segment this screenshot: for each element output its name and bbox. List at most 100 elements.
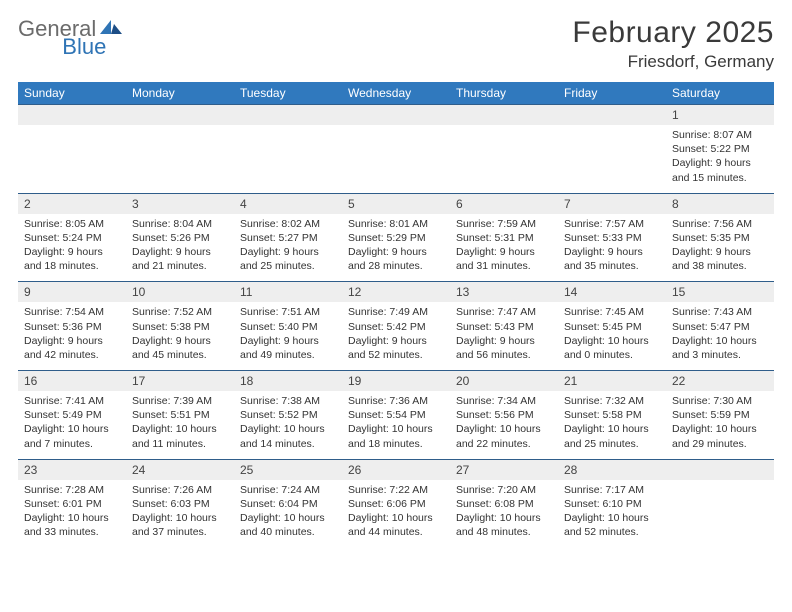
day-number: 1	[666, 105, 774, 125]
daylight-text: Daylight: 10 hours and 52 minutes.	[564, 511, 660, 539]
day-details: Sunrise: 7:57 AMSunset: 5:33 PMDaylight:…	[558, 214, 666, 282]
day-number	[666, 460, 774, 480]
day-number: 19	[342, 371, 450, 391]
day-number: 17	[126, 371, 234, 391]
day-details: Sunrise: 7:43 AMSunset: 5:47 PMDaylight:…	[666, 302, 774, 370]
daylight-text: Daylight: 9 hours and 15 minutes.	[672, 156, 768, 184]
month-title: February 2025	[572, 16, 774, 50]
daylight-text: Daylight: 9 hours and 28 minutes.	[348, 245, 444, 273]
calendar-day-cell: 9Sunrise: 7:54 AMSunset: 5:36 PMDaylight…	[18, 282, 126, 371]
calendar-day-cell: 17Sunrise: 7:39 AMSunset: 5:51 PMDayligh…	[126, 371, 234, 460]
day-details	[234, 125, 342, 187]
daylight-text: Daylight: 10 hours and 14 minutes.	[240, 422, 336, 450]
calendar-day-cell: 27Sunrise: 7:20 AMSunset: 6:08 PMDayligh…	[450, 459, 558, 547]
calendar-day-cell: 8Sunrise: 7:56 AMSunset: 5:35 PMDaylight…	[666, 193, 774, 282]
weekday-header: Wednesday	[342, 82, 450, 105]
calendar-day-cell: 22Sunrise: 7:30 AMSunset: 5:59 PMDayligh…	[666, 371, 774, 460]
day-details	[558, 125, 666, 187]
day-number: 24	[126, 460, 234, 480]
sunrise-text: Sunrise: 7:51 AM	[240, 305, 336, 319]
daylight-text: Daylight: 10 hours and 33 minutes.	[24, 511, 120, 539]
calendar-day-cell: 6Sunrise: 7:59 AMSunset: 5:31 PMDaylight…	[450, 193, 558, 282]
daylight-text: Daylight: 10 hours and 18 minutes.	[348, 422, 444, 450]
day-number	[126, 105, 234, 125]
sunset-text: Sunset: 5:26 PM	[132, 231, 228, 245]
day-details: Sunrise: 7:22 AMSunset: 6:06 PMDaylight:…	[342, 480, 450, 548]
daylight-text: Daylight: 10 hours and 7 minutes.	[24, 422, 120, 450]
day-number: 12	[342, 282, 450, 302]
sunrise-text: Sunrise: 7:59 AM	[456, 217, 552, 231]
daylight-text: Daylight: 9 hours and 35 minutes.	[564, 245, 660, 273]
day-details	[450, 125, 558, 187]
daylight-text: Daylight: 10 hours and 22 minutes.	[456, 422, 552, 450]
daylight-text: Daylight: 10 hours and 25 minutes.	[564, 422, 660, 450]
calendar-day-cell: 2Sunrise: 8:05 AMSunset: 5:24 PMDaylight…	[18, 193, 126, 282]
calendar-day-cell	[234, 105, 342, 194]
sunrise-text: Sunrise: 7:57 AM	[564, 217, 660, 231]
sunrise-text: Sunrise: 7:47 AM	[456, 305, 552, 319]
day-details: Sunrise: 7:59 AMSunset: 5:31 PMDaylight:…	[450, 214, 558, 282]
calendar-day-cell	[450, 105, 558, 194]
day-number: 25	[234, 460, 342, 480]
sunset-text: Sunset: 6:01 PM	[24, 497, 120, 511]
weekday-header: Sunday	[18, 82, 126, 105]
sunset-text: Sunset: 5:42 PM	[348, 320, 444, 334]
day-number: 27	[450, 460, 558, 480]
calendar-table: Sunday Monday Tuesday Wednesday Thursday…	[18, 82, 774, 547]
calendar-day-cell: 1Sunrise: 8:07 AMSunset: 5:22 PMDaylight…	[666, 105, 774, 194]
calendar-day-cell: 26Sunrise: 7:22 AMSunset: 6:06 PMDayligh…	[342, 459, 450, 547]
day-number: 16	[18, 371, 126, 391]
sunset-text: Sunset: 5:58 PM	[564, 408, 660, 422]
weekday-header: Monday	[126, 82, 234, 105]
day-details: Sunrise: 8:07 AMSunset: 5:22 PMDaylight:…	[666, 125, 774, 193]
daylight-text: Daylight: 9 hours and 38 minutes.	[672, 245, 768, 273]
daylight-text: Daylight: 9 hours and 21 minutes.	[132, 245, 228, 273]
sunset-text: Sunset: 5:29 PM	[348, 231, 444, 245]
day-number	[342, 105, 450, 125]
calendar-week-row: 23Sunrise: 7:28 AMSunset: 6:01 PMDayligh…	[18, 459, 774, 547]
weekday-header: Friday	[558, 82, 666, 105]
calendar-day-cell	[126, 105, 234, 194]
sunset-text: Sunset: 5:59 PM	[672, 408, 768, 422]
calendar-day-cell: 4Sunrise: 8:02 AMSunset: 5:27 PMDaylight…	[234, 193, 342, 282]
calendar-day-cell: 20Sunrise: 7:34 AMSunset: 5:56 PMDayligh…	[450, 371, 558, 460]
daylight-text: Daylight: 9 hours and 49 minutes.	[240, 334, 336, 362]
sunrise-text: Sunrise: 7:56 AM	[672, 217, 768, 231]
day-number: 2	[18, 194, 126, 214]
daylight-text: Daylight: 9 hours and 31 minutes.	[456, 245, 552, 273]
day-number: 9	[18, 282, 126, 302]
calendar-day-cell	[666, 459, 774, 547]
calendar-week-row: 16Sunrise: 7:41 AMSunset: 5:49 PMDayligh…	[18, 371, 774, 460]
sunrise-text: Sunrise: 7:36 AM	[348, 394, 444, 408]
calendar-day-cell: 18Sunrise: 7:38 AMSunset: 5:52 PMDayligh…	[234, 371, 342, 460]
day-details	[18, 125, 126, 187]
calendar-day-cell: 25Sunrise: 7:24 AMSunset: 6:04 PMDayligh…	[234, 459, 342, 547]
calendar-day-cell	[342, 105, 450, 194]
day-details: Sunrise: 7:20 AMSunset: 6:08 PMDaylight:…	[450, 480, 558, 548]
day-details: Sunrise: 7:49 AMSunset: 5:42 PMDaylight:…	[342, 302, 450, 370]
calendar-day-cell: 23Sunrise: 7:28 AMSunset: 6:01 PMDayligh…	[18, 459, 126, 547]
day-details: Sunrise: 7:32 AMSunset: 5:58 PMDaylight:…	[558, 391, 666, 459]
sunset-text: Sunset: 5:33 PM	[564, 231, 660, 245]
daylight-text: Daylight: 10 hours and 44 minutes.	[348, 511, 444, 539]
sunset-text: Sunset: 6:06 PM	[348, 497, 444, 511]
calendar-day-cell: 24Sunrise: 7:26 AMSunset: 6:03 PMDayligh…	[126, 459, 234, 547]
day-number: 22	[666, 371, 774, 391]
day-details	[342, 125, 450, 187]
day-details: Sunrise: 7:41 AMSunset: 5:49 PMDaylight:…	[18, 391, 126, 459]
sunset-text: Sunset: 5:22 PM	[672, 142, 768, 156]
daylight-text: Daylight: 10 hours and 29 minutes.	[672, 422, 768, 450]
daylight-text: Daylight: 10 hours and 37 minutes.	[132, 511, 228, 539]
calendar-day-cell	[18, 105, 126, 194]
day-number: 20	[450, 371, 558, 391]
day-number: 10	[126, 282, 234, 302]
calendar-day-cell: 21Sunrise: 7:32 AMSunset: 5:58 PMDayligh…	[558, 371, 666, 460]
day-details: Sunrise: 8:05 AMSunset: 5:24 PMDaylight:…	[18, 214, 126, 282]
day-number	[18, 105, 126, 125]
day-details: Sunrise: 7:45 AMSunset: 5:45 PMDaylight:…	[558, 302, 666, 370]
daylight-text: Daylight: 9 hours and 52 minutes.	[348, 334, 444, 362]
sunset-text: Sunset: 5:49 PM	[24, 408, 120, 422]
sunrise-text: Sunrise: 7:26 AM	[132, 483, 228, 497]
sunset-text: Sunset: 5:31 PM	[456, 231, 552, 245]
weekday-header: Tuesday	[234, 82, 342, 105]
